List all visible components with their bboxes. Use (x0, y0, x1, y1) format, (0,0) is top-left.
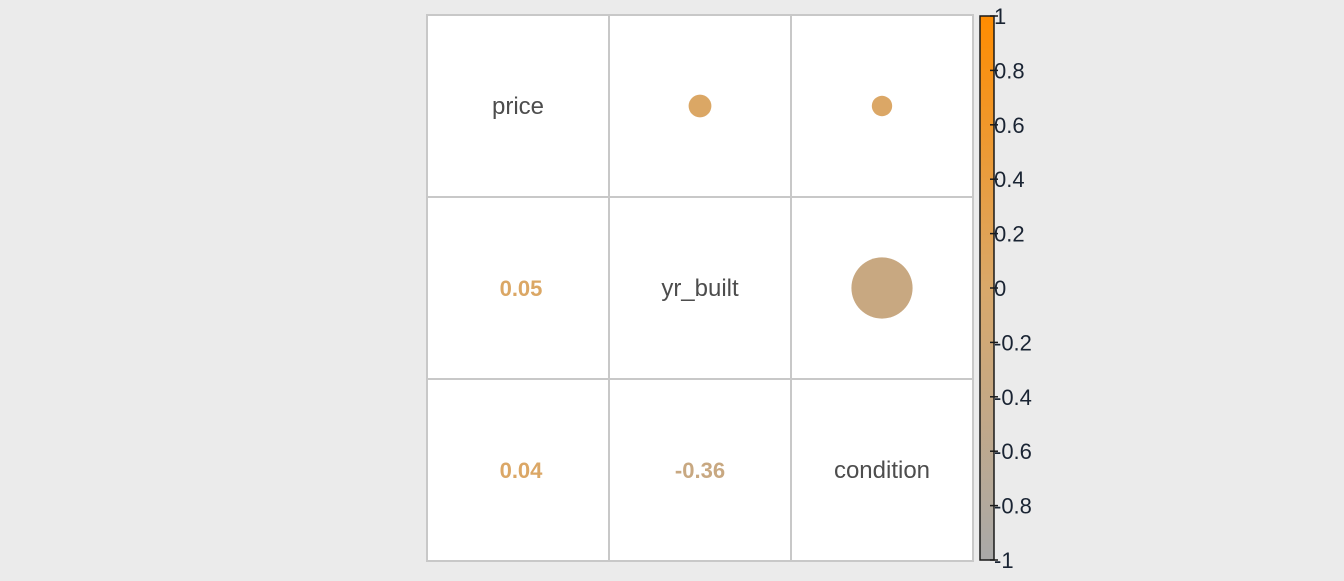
corr-value-condition-yr_built: -0.36 (675, 458, 725, 483)
corr-circle-price-condition (871, 95, 893, 117)
corr-circle-yr_built-condition (851, 257, 913, 319)
colorbar: 1 0.8 0.6 0.4 0.2 0 -0.2 -0.4 -0.6 -0.8 -1 (979, 4, 1032, 573)
colorbar-tick-label: -1 (994, 548, 1014, 573)
colorbar-tick-label: -0.4 (994, 385, 1032, 410)
colorbar-tick-label: -0.2 (994, 330, 1032, 355)
corr-value-condition-price: 0.04 (500, 458, 544, 483)
colorbar-tick-label: 0 (994, 276, 1006, 301)
corr-value-yr_built-price: 0.05 (500, 276, 543, 301)
corr-circle-price-yr_built (688, 94, 712, 118)
matrix-cells: price yr_built condition 0.05 0.04 -0.36 (492, 93, 930, 484)
colorbar-tick-label: 1 (994, 4, 1006, 29)
diag-label-condition: condition (834, 457, 930, 484)
colorbar-tick-label: -0.6 (994, 439, 1032, 464)
colorbar-tick-label: -0.8 (994, 494, 1032, 519)
colorbar-tick-label: 0.4 (994, 167, 1025, 192)
colorbar-tick-label: 0.2 (994, 222, 1025, 247)
diag-label-yr-built: yr_built (661, 275, 739, 302)
colorbar-tick-label: 0.6 (994, 113, 1025, 138)
diag-label-price: price (492, 93, 544, 120)
colorbar-tick-label: 0.8 (994, 58, 1025, 83)
